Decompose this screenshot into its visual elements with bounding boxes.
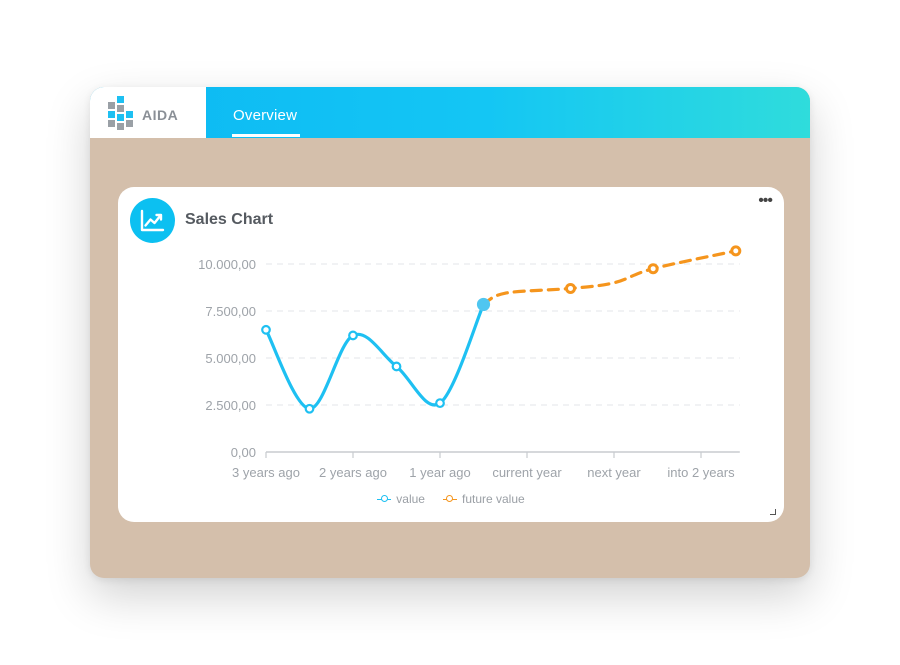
value-point xyxy=(261,324,271,335)
y-tick-label: 0,00 xyxy=(231,445,256,460)
legend-marker-value xyxy=(377,495,392,503)
future-value-point xyxy=(647,263,659,275)
legend-marker-future-value xyxy=(442,495,457,503)
aida-logo-icon xyxy=(108,96,133,130)
x-tick-label: 3 years ago xyxy=(232,465,300,480)
value-point xyxy=(348,330,358,341)
future-value-point xyxy=(730,245,742,257)
card-resize-handle[interactable] xyxy=(770,509,776,515)
sales-chart-card: Sales Chart ••• 0,00 2.500,00 5.000,00 7.50… xyxy=(118,187,784,522)
x-tick-label: current year xyxy=(492,465,562,480)
x-tick-label: next year xyxy=(587,465,641,480)
value-point xyxy=(391,361,402,372)
y-tick-label: 2.500,00 xyxy=(205,398,256,413)
value-point xyxy=(304,403,315,414)
legend-label-value: value xyxy=(396,492,425,506)
logo[interactable]: AIDA xyxy=(90,87,206,138)
tab-overview[interactable]: Overview xyxy=(233,107,298,124)
chart-legend: value future value xyxy=(118,492,784,506)
value-point xyxy=(476,297,491,312)
trend-chart-icon xyxy=(130,198,175,243)
value-point xyxy=(435,398,445,409)
future-value-series-line xyxy=(481,249,738,307)
value-series-line xyxy=(264,302,486,411)
y-tick-label: 7.500,00 xyxy=(205,304,256,319)
y-tick-label: 5.000,00 xyxy=(205,351,256,366)
top-navigation-bar: AIDA Overview xyxy=(90,87,810,138)
sales-line-chart: 0,00 2.500,00 5.000,00 7.500,00 10.000,00 3 y… xyxy=(198,245,742,480)
logo-text: AIDA xyxy=(142,107,179,123)
x-tick-label: 1 year ago xyxy=(409,465,470,480)
card-menu-button[interactable]: ••• xyxy=(758,192,773,209)
card-title: Sales Chart xyxy=(185,211,274,228)
legend-item-future-value[interactable]: future value xyxy=(442,492,525,506)
future-value-point xyxy=(565,282,576,294)
y-tick-label: 10.000,00 xyxy=(198,257,256,272)
legend-label-future-value: future value xyxy=(461,492,525,506)
active-tab-indicator xyxy=(232,134,300,137)
legend-item-value[interactable]: value xyxy=(377,492,425,506)
x-tick-label: 2 years ago xyxy=(319,465,387,480)
x-tick-label: into 2 years xyxy=(667,465,735,480)
app-window: AIDA Overview Sales Chart ••• 0,00 2.500,… xyxy=(90,87,810,578)
